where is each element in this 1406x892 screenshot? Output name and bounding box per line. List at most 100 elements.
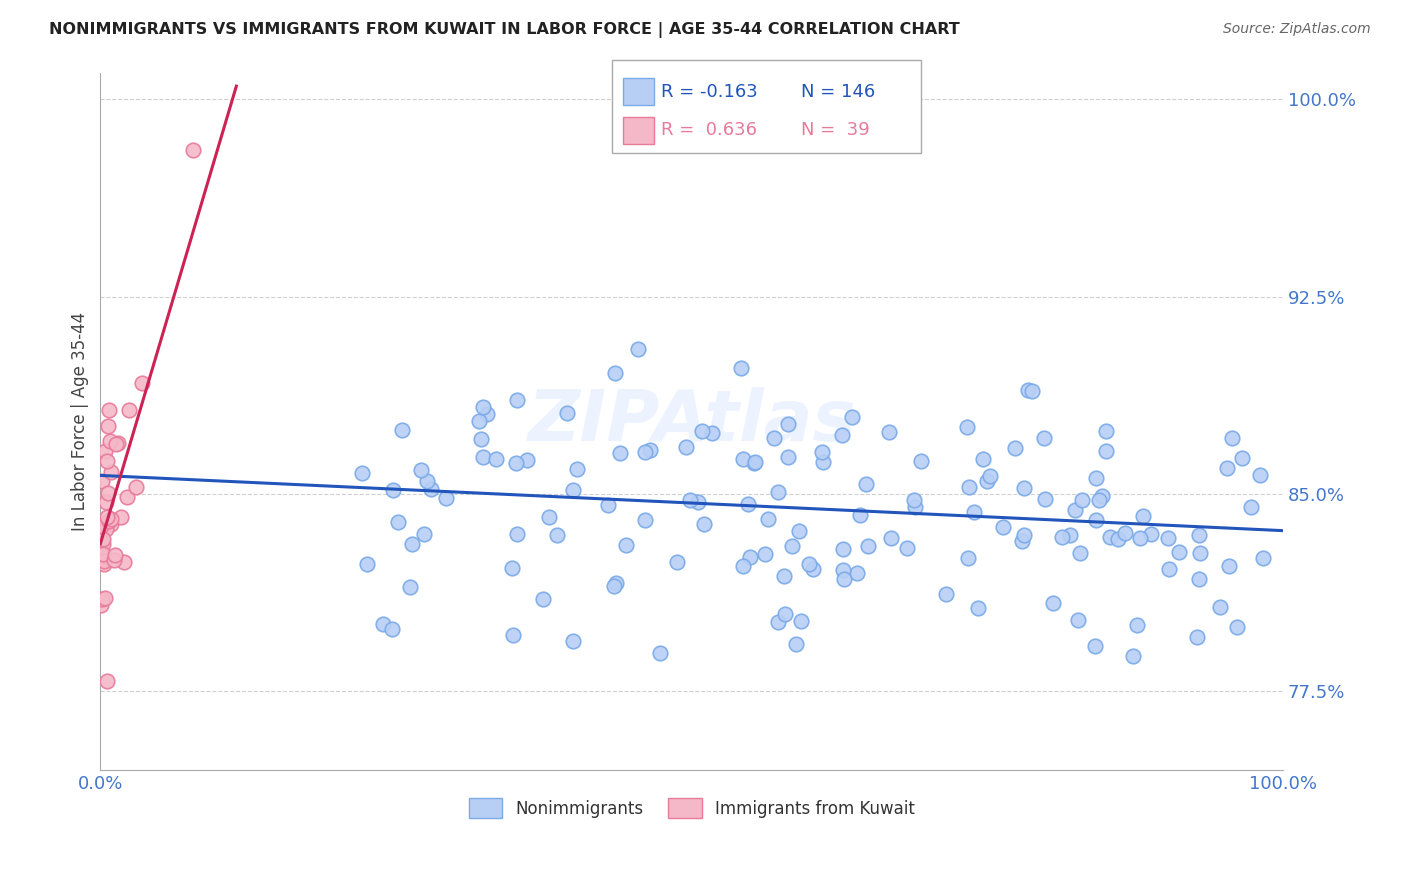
Point (555, 406, 578, 420)
Point (502, 628, 524, 642)
Point (1050, 530, 1073, 544)
Point (903, 493, 925, 508)
Text: Source: ZipAtlas.com: Source: ZipAtlas.com (1223, 22, 1371, 37)
Point (877, 425, 900, 439)
Point (131, 376, 153, 390)
Point (471, 400, 494, 414)
Point (856, 539, 879, 553)
Point (1071, 493, 1094, 508)
Point (434, 491, 457, 506)
Text: R =  0.636: R = 0.636 (661, 121, 756, 139)
Point (634, 513, 657, 527)
Point (1033, 431, 1056, 445)
Point (963, 505, 986, 519)
Point (849, 508, 872, 522)
Point (1226, 620, 1249, 634)
Point (768, 615, 790, 629)
Point (98, 403, 121, 417)
Point (1240, 500, 1263, 514)
Point (991, 520, 1014, 534)
Point (516, 453, 538, 467)
Point (737, 497, 759, 511)
Point (910, 454, 932, 468)
Point (91, 591, 114, 606)
Point (1094, 443, 1116, 458)
Point (118, 403, 141, 417)
Point (1251, 551, 1274, 566)
Point (467, 414, 489, 428)
Point (125, 480, 148, 494)
Point (97, 418, 120, 433)
Point (1188, 572, 1211, 586)
Point (693, 517, 716, 532)
Point (1067, 613, 1090, 627)
Point (1012, 481, 1035, 495)
Point (485, 451, 508, 466)
Point (1084, 471, 1107, 485)
Point (90, 519, 112, 533)
Text: N = 146: N = 146 (801, 83, 876, 101)
Point (1132, 508, 1154, 523)
Point (700, 425, 723, 440)
Point (811, 455, 834, 469)
Point (1017, 383, 1039, 397)
Point (609, 446, 631, 460)
Point (742, 456, 765, 470)
Point (94, 591, 117, 606)
Point (855, 476, 877, 491)
Point (91, 547, 114, 561)
Point (93, 554, 115, 568)
Point (846, 566, 869, 580)
Point (785, 637, 807, 651)
Point (614, 538, 637, 552)
Point (506, 526, 529, 541)
Point (1157, 531, 1180, 545)
Point (1216, 461, 1239, 475)
Point (1220, 432, 1243, 446)
Point (538, 509, 561, 524)
Point (775, 607, 797, 621)
Point (356, 558, 378, 572)
Point (810, 444, 832, 458)
Point (780, 539, 803, 553)
Point (562, 634, 585, 648)
Point (1011, 533, 1033, 548)
Legend: Nonimmigrants, Immigrants from Kuwait: Nonimmigrants, Immigrants from Kuwait (461, 792, 921, 824)
Point (472, 450, 495, 464)
Y-axis label: In Labor Force | Age 35-44: In Labor Force | Age 35-44 (72, 312, 89, 531)
Text: ZIPAtlas: ZIPAtlas (527, 387, 856, 456)
Point (832, 573, 855, 587)
Point (1218, 559, 1240, 574)
Point (896, 541, 918, 556)
Point (666, 555, 689, 569)
Point (411, 462, 433, 476)
Point (98, 514, 121, 528)
Point (1088, 492, 1111, 507)
Point (1249, 468, 1271, 483)
Point (1230, 450, 1253, 465)
Point (733, 558, 755, 573)
Point (373, 616, 395, 631)
Point (956, 420, 979, 434)
Point (91, 475, 114, 489)
Point (567, 462, 589, 476)
Point (1084, 639, 1107, 653)
Point (1033, 492, 1056, 507)
Point (93, 557, 115, 571)
Text: N =  39: N = 39 (801, 121, 870, 139)
Point (602, 579, 624, 593)
Point (90, 599, 112, 613)
Point (832, 542, 855, 557)
Point (880, 531, 903, 545)
Point (505, 392, 527, 407)
Point (501, 561, 523, 575)
Point (841, 409, 863, 424)
Point (903, 500, 925, 514)
Point (690, 425, 713, 439)
Point (831, 563, 853, 577)
Point (470, 433, 492, 447)
Point (398, 581, 420, 595)
Point (648, 646, 671, 660)
Text: NONIMMIGRANTS VS IMMIGRANTS FROM KUWAIT IN LABOR FORCE | AGE 35-44 CORRELATION C: NONIMMIGRANTS VS IMMIGRANTS FROM KUWAIT … (49, 22, 960, 38)
Point (94, 494, 117, 508)
